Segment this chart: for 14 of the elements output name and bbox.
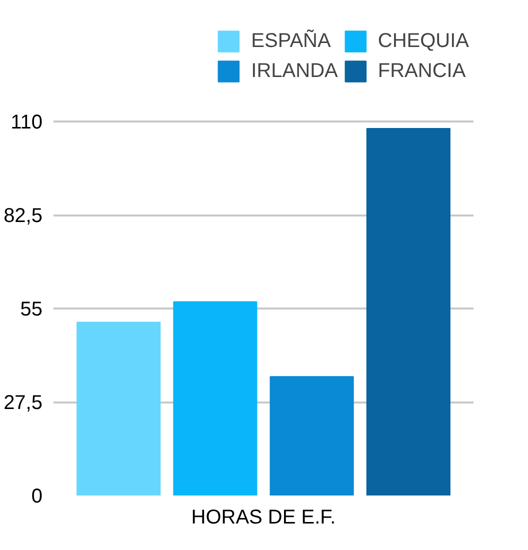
y-tick-label: 110 [10, 112, 43, 134]
y-tick-label: 82,5 [4, 205, 43, 228]
x-tick-label: HORAS DE E.F. [191, 506, 336, 528]
bar [173, 301, 258, 496]
bar [76, 322, 161, 496]
legend-label: CHEQUIA [378, 30, 469, 52]
bar [366, 128, 450, 496]
bar [270, 376, 354, 496]
legend-label: ESPAÑA [251, 30, 331, 52]
legend-label: FRANCIA [378, 60, 466, 82]
y-tick-label: 55 [20, 298, 43, 321]
y-tick-label: 27,5 [4, 392, 43, 414]
legend-label: IRLANDA [251, 60, 338, 82]
y-tick-label: 0 [31, 486, 42, 508]
